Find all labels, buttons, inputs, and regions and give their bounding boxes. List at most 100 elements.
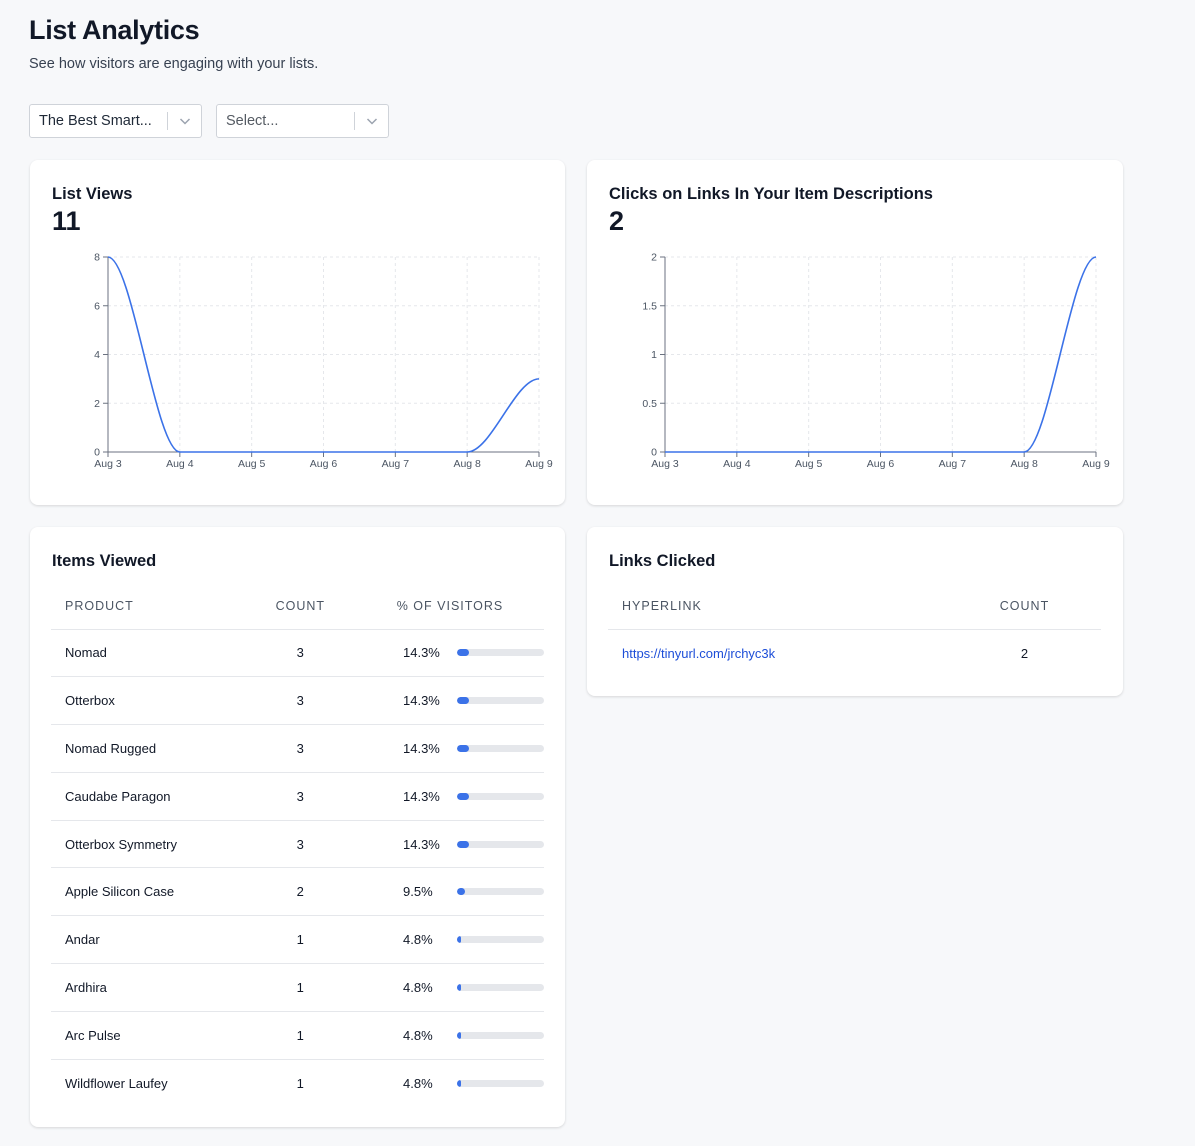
progress-bar <box>457 649 544 657</box>
link-clicks-total: 2 <box>609 206 625 236</box>
view-count: 1 <box>244 915 356 965</box>
list-views-total: 11 <box>52 206 81 236</box>
links-clicked-table: HYPERLINK COUNT https://tinyurl.com/jrch… <box>608 584 1101 677</box>
chevron-down-icon[interactable] <box>168 105 201 137</box>
visitor-pct-cell: 14.3% <box>356 629 544 678</box>
product-name: Apple Silicon Case <box>51 867 245 917</box>
visitor-pct-cell: 14.3% <box>356 676 544 726</box>
secondary-select[interactable]: Select... <box>216 104 389 138</box>
product-name: Caudabe Paragon <box>51 772 245 821</box>
progress-bar-fill <box>457 1079 462 1087</box>
progress-bar <box>457 697 544 705</box>
x-tick-label: Aug 4 <box>166 458 194 470</box>
y-tick-label: 1.5 <box>642 300 657 312</box>
secondary-select-placeholder: Select... <box>226 113 279 129</box>
progress-bar <box>457 744 544 752</box>
link-clicks-card: Clicks on Links In Your Item Description… <box>587 160 1123 505</box>
series-line <box>107 256 540 453</box>
page-title: List Analytics <box>29 15 200 45</box>
view-count: 3 <box>244 629 356 678</box>
select-separator <box>167 112 168 130</box>
column-header-pct: % OF VISITORS <box>356 584 544 630</box>
progress-bar-fill <box>457 792 470 800</box>
x-tick-label: Aug 3 <box>94 458 122 470</box>
y-tick-label: 6 <box>94 300 100 312</box>
progress-bar <box>457 936 544 944</box>
view-count: 1 <box>244 1011 356 1060</box>
product-name: Otterbox <box>51 676 245 726</box>
progress-bar-fill <box>457 649 470 657</box>
table-row: Nomad 3 14.3% <box>51 629 544 678</box>
visitor-pct-cell: 4.8% <box>356 963 544 1012</box>
x-tick-label: Aug 8 <box>1010 458 1038 470</box>
y-tick-label: 4 <box>94 349 100 361</box>
visitor-pct-cell: 9.5% <box>356 867 544 917</box>
click-count: 2 <box>1020 645 1029 661</box>
x-tick-label: Aug 8 <box>453 458 481 470</box>
x-tick-label: Aug 6 <box>867 458 895 470</box>
y-tick-label: 2 <box>651 252 657 264</box>
chart-grid <box>108 256 540 452</box>
table-row: Otterbox 3 14.3% <box>51 676 544 726</box>
visitor-pct: 14.3% <box>403 788 440 804</box>
product-name: Arc Pulse <box>51 1011 245 1060</box>
list-select-value: The Best Smart... <box>39 113 152 129</box>
visitor-pct: 9.5% <box>403 884 433 900</box>
progress-bar-fill <box>457 983 462 991</box>
visitor-pct: 4.8% <box>403 1027 433 1043</box>
table-row: https://tinyurl.com/jrchyc3k 2 <box>608 629 1101 677</box>
product-name: Nomad Rugged <box>51 724 245 773</box>
visitor-pct-cell: 4.8% <box>356 915 544 965</box>
x-tick-label: Aug 3 <box>651 458 679 470</box>
hyperlink[interactable]: https://tinyurl.com/jrchyc3k <box>622 645 776 661</box>
x-tick-label: Aug 7 <box>939 458 967 470</box>
product-name: Wildflower Laufey <box>65 1075 168 1091</box>
y-tick-label: 2 <box>94 398 100 410</box>
column-header-hyperlink: HYPERLINK <box>608 584 948 630</box>
view-count: 2 <box>244 867 356 917</box>
visitor-pct: 14.3% <box>403 740 440 756</box>
chart-grid <box>665 256 1097 452</box>
progress-bar-fill <box>457 744 470 752</box>
y-tick-label: 8 <box>94 252 100 264</box>
progress-bar <box>457 983 544 991</box>
table-row: Andar 1 4.8% <box>51 915 544 965</box>
visitor-pct: 14.3% <box>403 645 440 661</box>
visitor-pct: 4.8% <box>403 1075 433 1091</box>
view-count: 3 <box>244 772 356 821</box>
table-row: Wildflower Laufey 1 4.8% <box>51 1059 544 1107</box>
table-row: Nomad Rugged 3 14.3% <box>51 724 544 773</box>
progress-bar <box>457 1079 544 1087</box>
y-tick-label: 0 <box>651 447 657 459</box>
list-select[interactable]: The Best Smart... <box>29 104 202 138</box>
link-clicks-chart: 0 0.5 1 1.5 2 Aug 3 Aug 4 Aug 5 Aug 6 Aug 7 Aug 8 A… <box>642 252 1110 471</box>
series-line <box>665 256 1097 453</box>
view-count: 3 <box>244 724 356 773</box>
links-clicked-title: Links Clicked <box>609 552 716 570</box>
x-tick-label: Aug 5 <box>238 458 266 470</box>
x-tick-label: Aug 4 <box>723 458 751 470</box>
x-tick-label: Aug 9 <box>1082 458 1110 470</box>
visitor-pct-cell: 14.3% <box>356 820 544 869</box>
visitor-pct-cell: 14.3% <box>356 724 544 773</box>
progress-bar-fill <box>457 936 462 944</box>
select-separator <box>354 112 355 130</box>
links-clicked-card: Links Clicked HYPERLINK COUNT https://ti… <box>587 527 1123 696</box>
table-row: Apple Silicon Case 2 9.5% <box>51 867 544 917</box>
visitor-pct: 4.8% <box>403 979 433 995</box>
progress-bar-fill <box>457 888 466 896</box>
product-name: Nomad <box>51 629 245 678</box>
progress-bar <box>457 840 544 848</box>
progress-bar <box>457 888 544 896</box>
y-tick-label: 1 <box>651 349 657 361</box>
x-tick-label: Aug 6 <box>310 458 338 470</box>
product-name: Ardhira <box>51 963 245 1012</box>
progress-bar-fill <box>457 697 470 705</box>
product-name: Andar <box>51 915 245 965</box>
x-tick-label: Aug 9 <box>525 458 553 470</box>
visitor-pct: 4.8% <box>403 932 433 948</box>
product-name: Otterbox Symmetry <box>51 820 245 869</box>
chevron-down-icon[interactable] <box>355 105 388 137</box>
view-count: 3 <box>244 676 356 726</box>
y-tick-label: 0 <box>94 447 100 459</box>
